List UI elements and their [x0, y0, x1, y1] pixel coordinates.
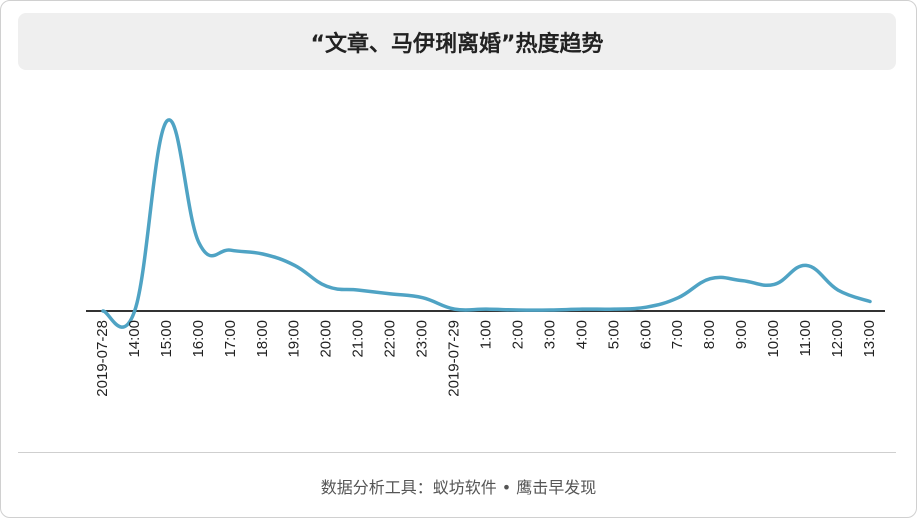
data-point: [101, 309, 105, 313]
data-point: [580, 307, 584, 311]
data-point: [708, 277, 712, 281]
series-line-0: [101, 118, 872, 329]
data-point: [389, 292, 393, 296]
chart-title: “文章、马伊琍离婚”热度趋势: [310, 31, 604, 57]
x-tick-label: 23:00: [414, 320, 431, 358]
x-tick-label: 6:00: [637, 320, 654, 349]
data-point: [325, 284, 329, 288]
x-tick-label: 2019-07-28: [94, 320, 111, 397]
data-point: [516, 308, 520, 312]
x-tick-label: 16:00: [190, 320, 207, 358]
data-point: [357, 288, 361, 292]
data-point: [804, 263, 808, 267]
x-tick-label: 8:00: [701, 320, 718, 349]
data-point: [612, 307, 616, 311]
x-tick-label: 5:00: [605, 320, 622, 349]
data-point: [548, 308, 552, 312]
data-point: [133, 308, 137, 312]
x-tick-label: 11:00: [797, 320, 814, 356]
data-point: [197, 241, 201, 245]
data-point: [644, 305, 648, 309]
data-point: [421, 296, 425, 300]
x-tick-label: 2:00: [509, 320, 526, 349]
data-point: [485, 307, 489, 311]
title-bar: “文章、马伊琍离婚”热度趋势: [18, 13, 896, 70]
x-tick-label: 10:00: [765, 320, 782, 358]
data-point: [772, 282, 776, 286]
footer-source: 数据分析工具：蚁坊软件 • 鹰击早发现: [320, 478, 597, 497]
x-tick-label: 7:00: [669, 320, 686, 349]
x-tick-label: 12:00: [829, 320, 846, 358]
data-point: [165, 119, 169, 123]
x-tick-label: 19:00: [286, 320, 303, 358]
x-tick-label: 21:00: [350, 320, 367, 358]
data-point: [740, 279, 744, 283]
x-tick-label: 3:00: [541, 320, 558, 349]
data-point: [293, 263, 297, 267]
x-tick-label: 2019-07-29: [446, 320, 463, 397]
data-point: [676, 296, 680, 300]
x-tick-label: 9:00: [733, 320, 750, 349]
x-tick-label: 22:00: [382, 320, 399, 358]
data-point: [229, 248, 233, 252]
x-tick-label: 4:00: [573, 320, 590, 349]
data-point: [836, 288, 840, 292]
data-point: [261, 252, 265, 256]
x-tick-label: 17:00: [222, 320, 239, 358]
x-tick-label: 1:00: [477, 320, 494, 349]
data-point: [453, 307, 457, 311]
x-tick-label: 15:00: [158, 320, 175, 358]
x-tick-label: 18:00: [254, 320, 271, 358]
x-tick-label: 20:00: [318, 320, 335, 358]
footer-divider: [18, 452, 896, 453]
x-tick-label: 14:00: [126, 320, 143, 358]
data-point: [868, 300, 872, 304]
x-tick-label: 13:00: [861, 320, 878, 358]
